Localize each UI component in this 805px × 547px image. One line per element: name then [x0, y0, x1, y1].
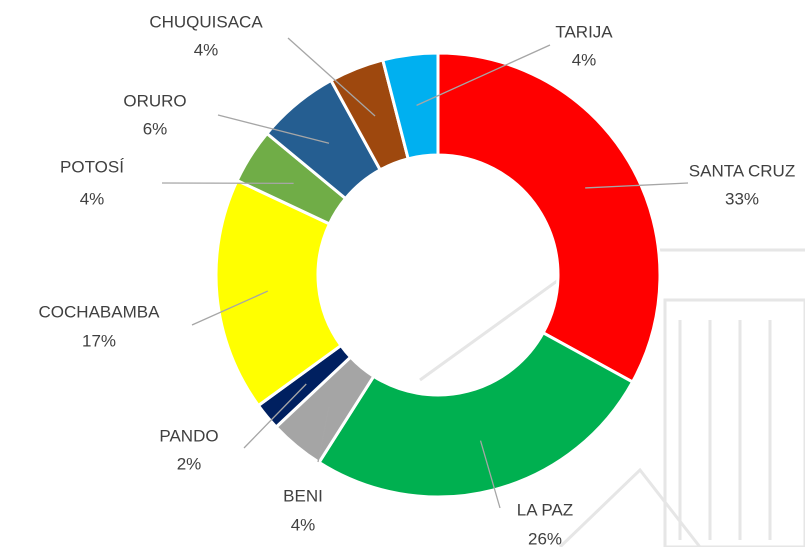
category-label: CHUQUISACA: [149, 12, 263, 31]
leader-line: [479, 440, 501, 509]
leader-line: [585, 182, 689, 189]
category-label: BENI: [283, 486, 323, 505]
donut-segment: [214, 178, 344, 408]
category-label: TARIJA: [555, 22, 613, 41]
category-label: SANTA CRUZ: [689, 161, 795, 180]
category-label: COCHABAMBA: [39, 302, 161, 321]
value-label: 4%: [291, 515, 316, 534]
category-label: PANDO: [159, 426, 218, 445]
leader-line: [243, 383, 307, 449]
value-label: 17%: [82, 331, 116, 350]
leader-line: [287, 37, 376, 117]
leader-line: [217, 114, 330, 144]
category-label: ORURO: [123, 91, 186, 110]
value-label: 4%: [194, 40, 219, 59]
leader-line: [416, 44, 551, 106]
value-label: 33%: [725, 189, 759, 208]
category-label: POTOSÍ: [60, 157, 124, 176]
category-label: LA PAZ: [517, 500, 573, 519]
value-label: 4%: [572, 50, 597, 69]
value-label: 6%: [143, 119, 168, 138]
value-label: 2%: [177, 454, 202, 473]
leader-line: [191, 290, 269, 326]
donut-segment: [316, 330, 635, 499]
leader-line: [317, 406, 330, 463]
value-label: 26%: [528, 529, 562, 547]
donut-segment: [436, 51, 662, 384]
value-label: 4%: [80, 189, 105, 208]
donut-segment: [380, 51, 440, 161]
